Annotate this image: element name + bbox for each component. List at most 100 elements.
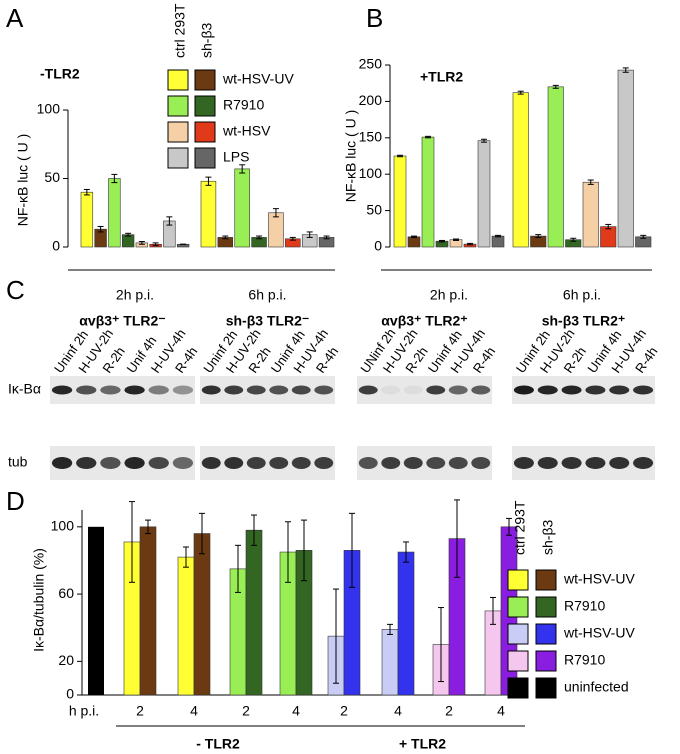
- legend-column-header: ctrl 293T: [512, 500, 528, 555]
- y-tick-label: 100: [37, 101, 61, 117]
- bar: [108, 178, 121, 248]
- legend-label: uninfected: [564, 679, 629, 695]
- y-axis-label: Iκ-Bα/tubulin (%): [31, 548, 47, 652]
- legend-label: wt-HSV-UV: [563, 625, 635, 641]
- panel-letter: C: [6, 275, 25, 305]
- y-tick-label: 150: [359, 129, 383, 145]
- blot-band: [381, 457, 401, 469]
- x-tick-label: 4: [497, 703, 505, 719]
- blot-band: [51, 385, 73, 395]
- bar: [547, 86, 564, 248]
- bar: [139, 526, 157, 696]
- legend-swatch: [167, 95, 189, 117]
- blot-band: [100, 457, 121, 469]
- legend-swatch: [507, 650, 529, 672]
- legend-swatch: [194, 95, 216, 117]
- bar: [397, 551, 415, 696]
- y-tick-label: 200: [359, 92, 383, 108]
- blot-band: [148, 457, 169, 469]
- blot-band: [585, 457, 606, 469]
- blot-background: [512, 446, 655, 480]
- blot-background: [512, 376, 655, 404]
- blot-band: [76, 457, 97, 469]
- x-tick-label: 2h p.i.: [430, 287, 468, 303]
- y-tick-label: 50: [366, 201, 382, 217]
- blot-band: [124, 457, 145, 469]
- blot-band: [513, 457, 534, 469]
- blot-band: [201, 385, 221, 395]
- bar: [268, 212, 284, 248]
- bar: [177, 556, 195, 696]
- y-tick-label: 60: [58, 585, 74, 601]
- blot-group-title: αvβ3⁺ TLR2⁺: [381, 313, 467, 329]
- bar: [381, 629, 399, 696]
- group-label: - TLR2: [196, 736, 240, 752]
- blot-background: [50, 376, 195, 404]
- legend-swatch: [194, 147, 216, 169]
- y-tick-label: 0: [52, 238, 60, 254]
- legend-swatch: [507, 596, 529, 618]
- blot-band: [471, 385, 491, 395]
- legend-column-header: ctrl 293T: [172, 3, 188, 58]
- blot-band: [224, 457, 244, 469]
- x-tick-label: 4: [394, 703, 402, 719]
- panel-letter: B: [366, 3, 383, 33]
- blot-band: [633, 385, 654, 395]
- blot-band: [585, 385, 606, 395]
- blot-group-title: sh-β3 TLR2⁺: [542, 313, 626, 329]
- legend-column-header: sh-β3: [540, 519, 556, 555]
- x-tick-label: 4: [190, 703, 198, 719]
- blot-background: [50, 446, 195, 480]
- legend-label: LPS: [223, 149, 249, 165]
- legend-swatch: [507, 569, 529, 591]
- y-tick-label: 250: [359, 56, 383, 72]
- x-tick-label: 4: [292, 703, 300, 719]
- panel-title: -TLR2: [40, 66, 80, 82]
- y-tick-label: 100: [51, 518, 75, 534]
- legend-swatch: [194, 69, 216, 91]
- y-tick-label: 0: [66, 686, 74, 702]
- y-axis-label: NF-κB luc ( U ): [343, 110, 359, 203]
- blot-band: [269, 457, 289, 469]
- bar: [477, 140, 491, 248]
- blot-band: [172, 457, 194, 469]
- blot-band: [246, 457, 266, 469]
- blot-band: [381, 385, 401, 395]
- x-tick-label: 2: [136, 703, 144, 719]
- blot-band: [471, 457, 491, 469]
- bar: [80, 191, 94, 248]
- bar: [421, 136, 435, 248]
- legend-swatch: [535, 650, 557, 672]
- x-tick-label: 2: [340, 703, 348, 719]
- bar: [512, 92, 529, 248]
- blot-band: [609, 385, 630, 395]
- x-tick-label: 6h p.i.: [563, 287, 601, 303]
- blot-band: [314, 385, 334, 395]
- blot-band: [561, 457, 582, 469]
- blot-band: [561, 385, 582, 395]
- blot-band: [403, 457, 423, 469]
- blot-band: [201, 457, 221, 469]
- y-tick-label: 50: [44, 169, 60, 185]
- blot-band: [224, 385, 244, 395]
- blot-band: [537, 457, 558, 469]
- bar: [617, 69, 634, 248]
- panel-letter: A: [6, 3, 24, 33]
- blot-band: [358, 457, 378, 469]
- x-tick-label: 2h p.i.: [116, 287, 154, 303]
- group-label: + TLR2: [399, 736, 446, 752]
- legend-label: R7910: [564, 652, 605, 668]
- bar: [600, 226, 617, 248]
- blot-band: [403, 385, 423, 395]
- blot-band: [172, 385, 194, 395]
- blot-band: [448, 385, 468, 395]
- blot-band: [291, 385, 311, 395]
- legend-swatch: [194, 121, 216, 143]
- blot-band: [269, 385, 289, 395]
- bar: [193, 533, 211, 696]
- legend-swatch: [167, 147, 189, 169]
- bar: [88, 526, 104, 695]
- blot-band: [633, 457, 654, 469]
- blot-band: [537, 385, 558, 395]
- x-tick-label: 2: [445, 703, 453, 719]
